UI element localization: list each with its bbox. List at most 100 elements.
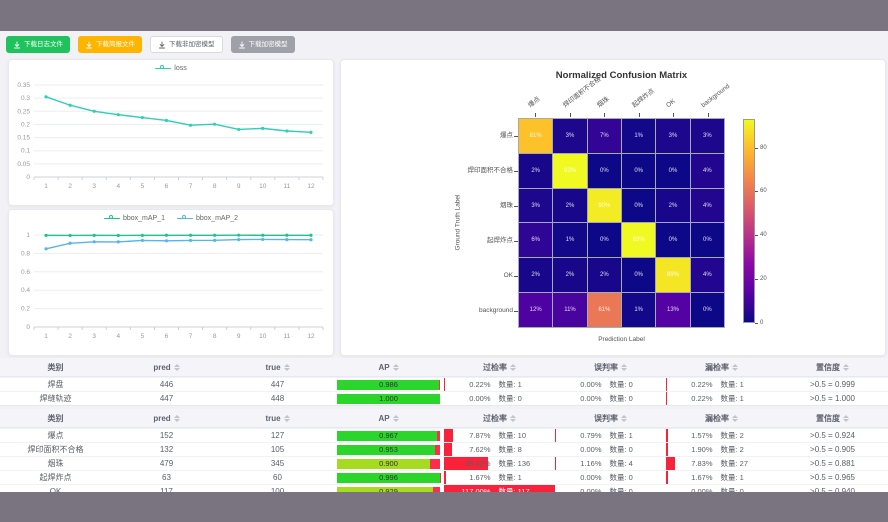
loss-point [92, 109, 96, 113]
bbox_mAP_2-point [164, 239, 169, 243]
bbox_mAP_2-point [237, 238, 241, 242]
bbox_mAP_2-line [45, 238, 312, 250]
sort-icon[interactable] [510, 363, 516, 371]
download-report-button[interactable]: 下载简报文件 [78, 36, 142, 53]
column-header-AP[interactable]: AP [333, 363, 444, 372]
column-header-label: true [265, 413, 281, 423]
legend-item-loss[interactable]: loss [155, 65, 187, 72]
bbox-metrics-table: 类别 pred true AP 过检率 误判率 漏检率 置信度 焊盘 446 447 0.986 0.2… [0, 358, 888, 406]
cell-true: 105 [270, 445, 285, 454]
cm-row-label: 起焊炸点 [487, 236, 513, 244]
column-header-label: AP [378, 413, 390, 423]
rate-text: 1.57% 数量: 2 [666, 430, 777, 441]
column-header-误判率[interactable]: 误判率 [555, 362, 666, 373]
bbox_map-plot: 00.20.40.60.811 2 3 4 5 6 7 8 9 10 11 12 [21, 232, 324, 340]
cm-cell-3-3: 93% [621, 223, 656, 258]
column-header-置信度[interactable]: 置信度 [777, 413, 888, 424]
ap-value: 0.953 [379, 445, 398, 454]
x-tick-label: 2 [68, 183, 72, 190]
column-header-漏检率[interactable]: 漏检率 [666, 362, 777, 373]
legend-item-bbox_mAP_2[interactable]: bbox_mAP_2 [177, 215, 238, 222]
rate-count: 数量: 1 [720, 473, 744, 482]
cell-over-rate: 7.62% 数量: 8 [444, 443, 555, 456]
column-header-label: AP [378, 362, 390, 372]
x-tick-label: 12 [307, 333, 315, 340]
sort-icon[interactable] [283, 414, 290, 422]
sort-icon[interactable] [621, 363, 627, 371]
rate-percent: 0.22% [691, 380, 713, 389]
rate-percent: 0.00% [580, 394, 602, 403]
column-header-置信度[interactable]: 置信度 [777, 362, 888, 373]
table-header-row: 类别 pred true AP 过检率 误判率 漏检率 置信度 [0, 358, 888, 377]
rate-percent: 0.00% [580, 473, 602, 482]
column-header-true[interactable]: true [222, 414, 333, 423]
sort-icon[interactable] [621, 414, 627, 422]
sort-icon[interactable] [173, 414, 180, 422]
download-icon [85, 41, 93, 49]
column-header-pred[interactable]: pred [111, 363, 222, 372]
loss-point [309, 130, 313, 134]
column-header-漏检率[interactable]: 漏检率 [666, 413, 777, 424]
colorbar-tick [755, 323, 758, 324]
rate-count: 数量: 0 [609, 380, 633, 389]
sort-icon[interactable] [392, 363, 399, 371]
column-header-label: 漏检率 [705, 413, 729, 423]
cell-true: 447 [270, 380, 285, 389]
colorbar-tick [755, 191, 758, 193]
y-tick-label: 1 [26, 232, 30, 239]
cell-false-rate: 0.00% 数量: 0 [555, 471, 666, 484]
rate-count: 数量: 1 [720, 394, 744, 403]
column-header-AP[interactable]: AP [333, 414, 444, 423]
cm-row-label: OK [503, 271, 513, 279]
sort-icon[interactable] [283, 363, 290, 371]
rate-count: 数量: 136 [498, 459, 531, 468]
cm-cell-2-1: 2% [553, 188, 587, 223]
column-header-true[interactable]: true [222, 363, 333, 372]
x-tick-label: 12 [307, 183, 315, 190]
download-log-button[interactable]: 下载日志文件 [6, 36, 70, 53]
cell-confidence: >0.5 = 0.924 [810, 431, 855, 440]
sort-icon[interactable] [732, 363, 738, 371]
cm-row-tick [514, 240, 518, 242]
colorbar-tick [755, 279, 758, 281]
bbox_mAP_2-point [92, 240, 96, 244]
ap-value: 0.929 [337, 487, 440, 497]
download-encrypted-model-button[interactable]: 下载加密模型 [230, 36, 295, 53]
column-header-类别: 类别 [0, 413, 111, 424]
download-unencrypted-model-button[interactable]: 下载非加密模型 [150, 36, 223, 53]
download-encrypted-model-label: 下载加密模型 [248, 41, 288, 48]
bbox_mAP_1-point [285, 233, 289, 237]
cm-row-label: 烟珠 [500, 201, 513, 209]
sort-icon[interactable] [173, 363, 180, 371]
sort-icon[interactable] [732, 414, 738, 422]
sort-icon[interactable] [843, 363, 849, 371]
column-header-label: 类别 [47, 362, 64, 372]
legend-item-bbox_mAP_1[interactable]: bbox_mAP_1 [103, 215, 165, 222]
cm-cell-4-4: 89% [656, 258, 690, 293]
ap-bar: 0.996 [337, 472, 440, 483]
column-header-label: pred [153, 413, 171, 423]
rate-text: 7.83% 数量: 27 [666, 458, 777, 469]
sort-icon[interactable] [843, 414, 849, 422]
ap-bar: 1.000 [337, 393, 440, 404]
rate-text: 1.67% 数量: 1 [666, 472, 777, 483]
loss-chart-legend: loss [9, 65, 333, 72]
cm-cell-1-0: 2% [519, 153, 553, 188]
x-tick-label: 9 [237, 183, 241, 190]
rate-percent: 1.90% [691, 445, 713, 454]
cell-category: 焊缝轨迹 [39, 394, 72, 403]
x-tick-label: 4 [116, 333, 120, 340]
cell-true: 448 [270, 394, 285, 403]
rate-text: 1.90% 数量: 2 [666, 444, 777, 455]
column-header-误判率[interactable]: 误判率 [555, 413, 666, 424]
cell-pred: 479 [159, 459, 174, 468]
cm-col-label: OK [665, 97, 678, 110]
column-header-pred[interactable]: pred [111, 414, 222, 423]
rate-count: 数量: 1 [720, 380, 744, 389]
bbox_mAP_1-point [237, 233, 241, 237]
column-header-过检率[interactable]: 过检率 [444, 362, 555, 373]
column-header-过检率[interactable]: 过检率 [444, 413, 555, 424]
sort-icon[interactable] [392, 414, 399, 422]
sort-icon[interactable] [510, 414, 516, 422]
bbox_mAP_1-point [44, 233, 48, 237]
